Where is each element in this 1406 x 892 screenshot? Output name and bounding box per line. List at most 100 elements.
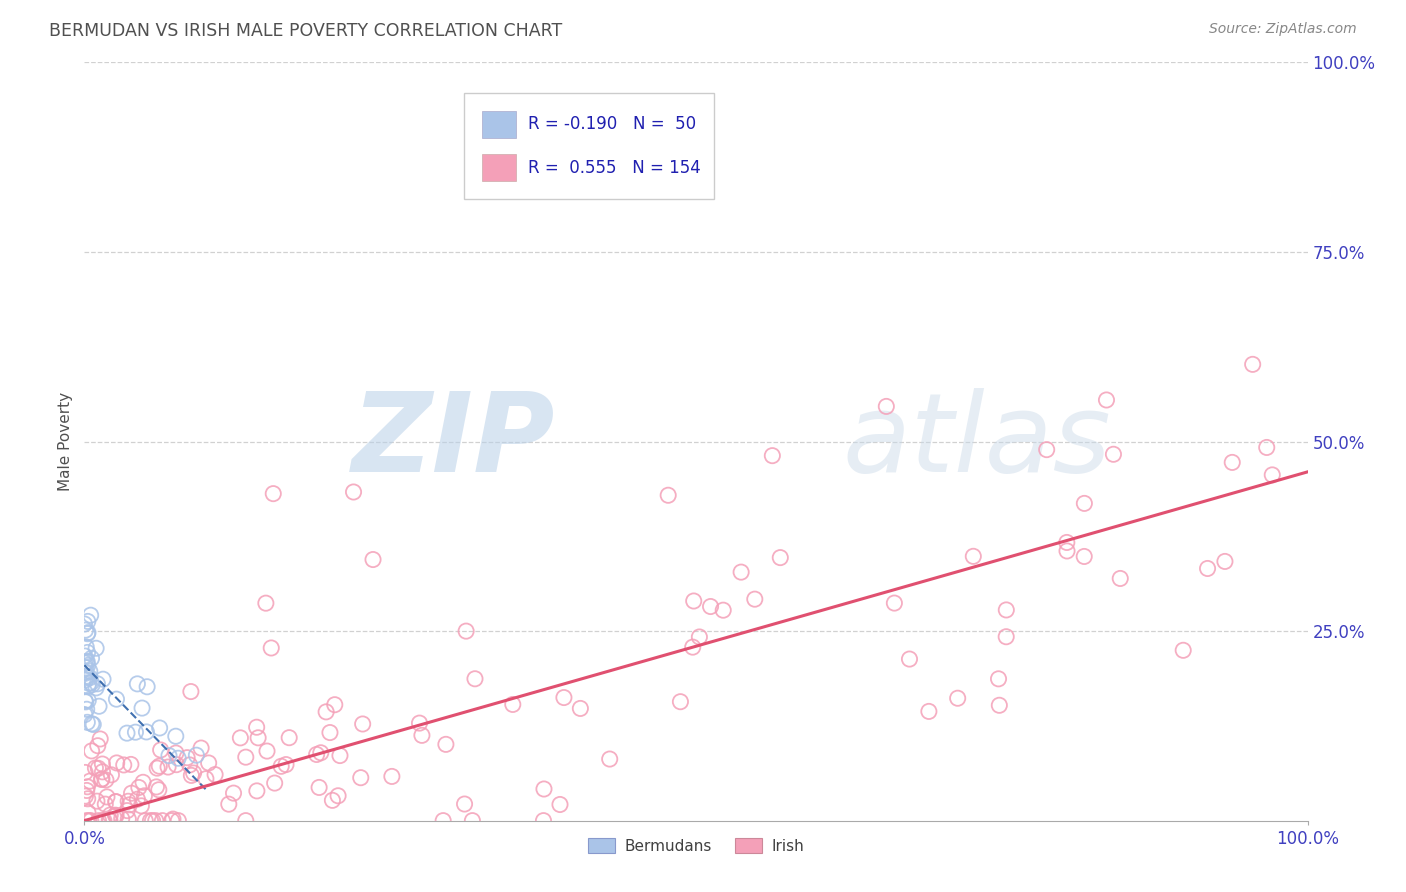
Point bbox=[946, 691, 969, 706]
Point bbox=[179, 758, 201, 772]
Point bbox=[149, 743, 172, 757]
Point bbox=[98, 814, 121, 828]
Point bbox=[87, 739, 110, 753]
Point bbox=[73, 694, 96, 708]
Point bbox=[274, 757, 297, 772]
Point bbox=[87, 699, 110, 714]
Point bbox=[121, 786, 143, 800]
Point bbox=[263, 776, 285, 790]
Point bbox=[90, 772, 112, 787]
Point bbox=[1220, 455, 1243, 469]
Point bbox=[75, 765, 97, 780]
Point bbox=[411, 728, 433, 742]
Text: ZIP: ZIP bbox=[352, 388, 555, 495]
Point bbox=[162, 812, 184, 826]
Point bbox=[235, 750, 257, 764]
Point bbox=[96, 789, 118, 804]
Point bbox=[218, 797, 240, 812]
Point bbox=[461, 814, 484, 828]
Point bbox=[553, 690, 575, 705]
Point bbox=[149, 721, 172, 735]
Point bbox=[329, 748, 352, 763]
Point bbox=[94, 772, 117, 787]
Point bbox=[1241, 357, 1264, 371]
Point bbox=[131, 798, 153, 813]
Point bbox=[75, 661, 97, 675]
Point bbox=[350, 771, 373, 785]
Point bbox=[77, 625, 100, 640]
Point bbox=[148, 782, 170, 797]
Point bbox=[105, 756, 128, 770]
Point bbox=[167, 814, 190, 828]
Point bbox=[80, 675, 103, 690]
Point bbox=[246, 720, 269, 734]
Point bbox=[682, 594, 704, 608]
Point bbox=[77, 814, 100, 828]
Point bbox=[76, 655, 98, 669]
Point bbox=[79, 608, 101, 623]
Point bbox=[326, 789, 349, 803]
Point bbox=[988, 698, 1011, 713]
Point bbox=[76, 645, 98, 659]
Point bbox=[246, 784, 269, 798]
Point bbox=[76, 626, 98, 640]
Point bbox=[194, 772, 217, 786]
Point bbox=[112, 758, 135, 772]
Point bbox=[190, 741, 212, 756]
Point bbox=[180, 768, 202, 782]
Point bbox=[260, 640, 283, 655]
Point bbox=[1197, 561, 1219, 575]
Point bbox=[160, 814, 183, 828]
Point bbox=[76, 615, 98, 629]
Point bbox=[77, 805, 100, 820]
Point bbox=[98, 808, 121, 822]
Point bbox=[918, 705, 941, 719]
Point bbox=[408, 716, 430, 731]
Point bbox=[134, 789, 156, 803]
Point bbox=[79, 774, 101, 789]
Point bbox=[152, 814, 174, 828]
Point bbox=[76, 669, 98, 683]
Point bbox=[769, 550, 792, 565]
Point bbox=[91, 814, 114, 828]
Point bbox=[165, 757, 187, 772]
Point bbox=[995, 630, 1018, 644]
Point bbox=[381, 769, 404, 783]
Point bbox=[118, 797, 141, 812]
Point bbox=[270, 759, 292, 773]
Text: Source: ZipAtlas.com: Source: ZipAtlas.com bbox=[1209, 22, 1357, 37]
Point bbox=[361, 552, 384, 566]
Point bbox=[89, 731, 111, 746]
Point bbox=[146, 761, 169, 775]
Point bbox=[308, 780, 330, 795]
Point bbox=[1109, 572, 1132, 586]
Point bbox=[77, 676, 100, 690]
Y-axis label: Male Poverty: Male Poverty bbox=[58, 392, 73, 491]
Point bbox=[76, 814, 98, 828]
Point bbox=[1256, 441, 1278, 455]
Point bbox=[104, 808, 127, 822]
Point bbox=[80, 744, 103, 758]
Point bbox=[247, 731, 270, 745]
Point bbox=[84, 641, 107, 656]
Point bbox=[139, 814, 162, 828]
Point bbox=[453, 797, 475, 811]
Point bbox=[76, 702, 98, 716]
Point bbox=[141, 814, 163, 828]
Point bbox=[761, 449, 783, 463]
Point bbox=[73, 707, 96, 722]
Point bbox=[1073, 496, 1095, 510]
Point bbox=[115, 726, 138, 740]
Point bbox=[197, 756, 219, 770]
Point bbox=[75, 673, 97, 687]
Point bbox=[883, 596, 905, 610]
Point bbox=[995, 603, 1018, 617]
Point bbox=[456, 624, 478, 639]
Point bbox=[962, 549, 984, 564]
Point bbox=[87, 761, 110, 775]
Point bbox=[305, 747, 328, 762]
Point bbox=[1056, 544, 1078, 558]
Point bbox=[1213, 554, 1236, 568]
Point bbox=[76, 655, 98, 669]
Point bbox=[135, 725, 157, 739]
